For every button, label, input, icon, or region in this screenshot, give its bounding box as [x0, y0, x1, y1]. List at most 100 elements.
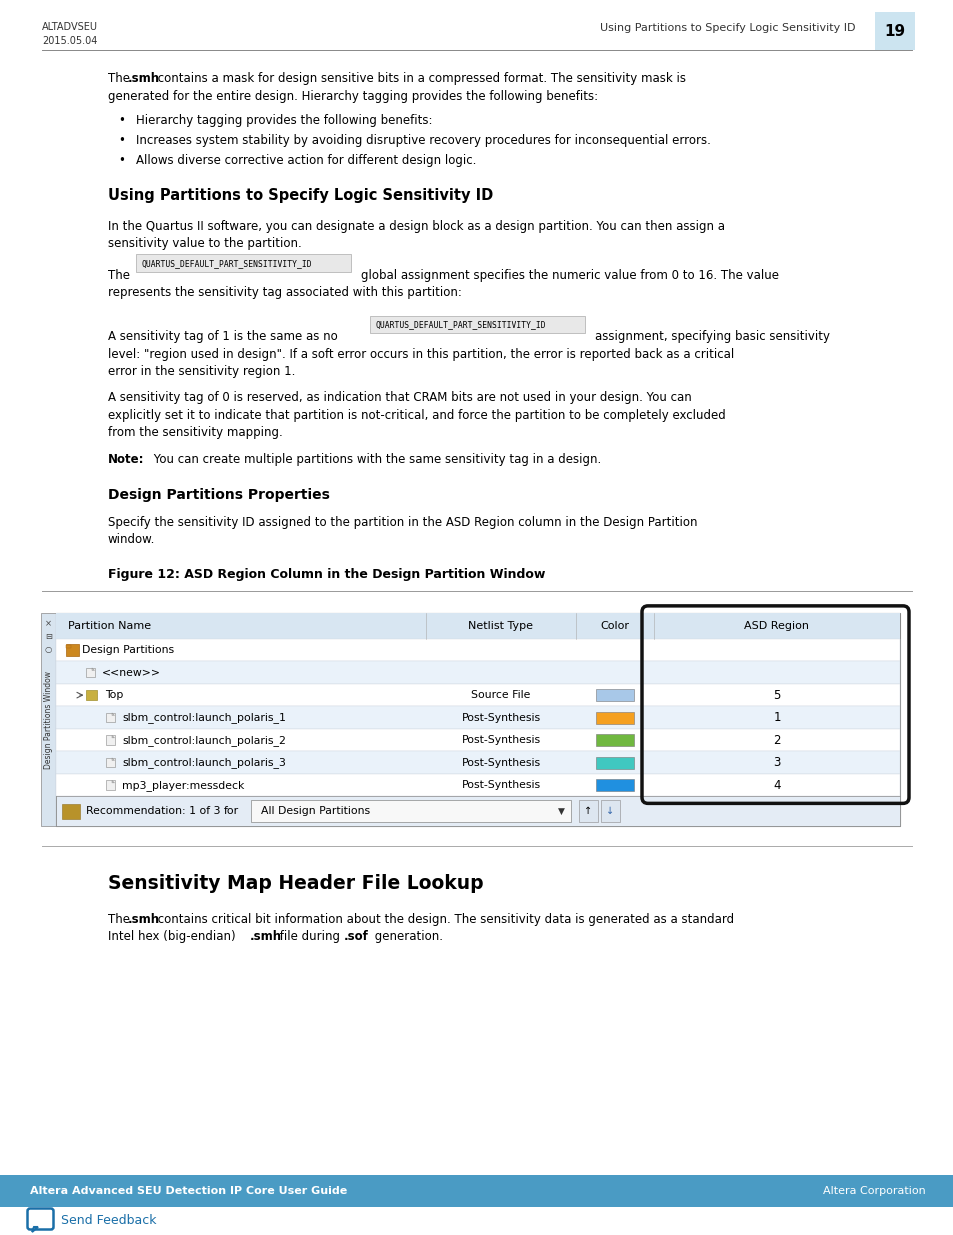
Text: QUARTUS_DEFAULT_PART_SENSITIVITY_ID: QUARTUS_DEFAULT_PART_SENSITIVITY_ID [375, 320, 545, 329]
Text: Post-Synthesis: Post-Synthesis [461, 781, 540, 790]
Bar [56, 613, 899, 638]
Text: mp3_player:messdeck: mp3_player:messdeck [122, 779, 244, 790]
Text: All Design Partitions: All Design Partitions [261, 806, 370, 816]
Bar [136, 254, 351, 272]
Bar [56, 729, 899, 751]
Text: Netlist Type: Netlist Type [468, 621, 533, 631]
Text: Recommendation: 1 of 3: Recommendation: 1 of 3 [86, 806, 220, 816]
Bar [251, 800, 571, 823]
Text: ▼: ▼ [557, 806, 564, 816]
Bar [86, 668, 94, 677]
Text: .smh: .smh [250, 930, 282, 944]
Text: Altera Advanced SEU Detection IP Core User Guide: Altera Advanced SEU Detection IP Core Us… [30, 1186, 347, 1195]
Text: Increases system stability by avoiding disruptive recovery procedures for incons: Increases system stability by avoiding d… [136, 135, 710, 147]
Bar [596, 734, 634, 746]
Text: Partition Name: Partition Name [68, 621, 151, 631]
Text: You can create multiple partitions with the same sensitivity tag in a design.: You can create multiple partitions with … [150, 452, 600, 466]
Bar [56, 638, 899, 662]
Bar [56, 797, 899, 826]
Bar [596, 689, 634, 701]
Text: ○: ○ [45, 645, 51, 653]
Text: The: The [108, 913, 133, 926]
Bar [106, 758, 114, 767]
Bar [56, 774, 899, 797]
Text: ↑: ↑ [584, 806, 592, 816]
Text: ↓: ↓ [606, 806, 614, 816]
Bar [62, 804, 80, 819]
Text: •: • [118, 114, 125, 127]
Text: Design Partitions Window: Design Partitions Window [44, 671, 52, 768]
Bar [0, 1174, 953, 1207]
Text: explicitly set it to indicate that partition is not-critical, and force the part: explicitly set it to indicate that parti… [108, 409, 725, 422]
Bar [596, 711, 634, 724]
Text: Intel hex (big-endian): Intel hex (big-endian) [108, 930, 239, 944]
Text: Post-Synthesis: Post-Synthesis [461, 757, 540, 768]
Bar [106, 781, 114, 790]
Text: Send Feedback: Send Feedback [61, 1214, 156, 1226]
Text: Source File: Source File [471, 690, 530, 700]
Text: Color: Color [599, 621, 629, 631]
Text: Using Partitions to Specify Logic Sensitivity ID: Using Partitions to Specify Logic Sensit… [598, 23, 854, 33]
Bar [600, 800, 619, 823]
Bar [56, 706, 899, 729]
Text: from the sensitivity mapping.: from the sensitivity mapping. [108, 426, 282, 440]
Text: window.: window. [108, 534, 155, 546]
Bar [56, 613, 899, 826]
Text: sensitivity value to the partition.: sensitivity value to the partition. [108, 237, 301, 251]
Polygon shape [112, 713, 114, 715]
Text: A sensitivity tag of 0 is reserved, as indication that CRAM bits are not used in: A sensitivity tag of 0 is reserved, as i… [108, 391, 691, 404]
Text: ALTADVSEU: ALTADVSEU [42, 22, 98, 32]
Polygon shape [32, 1228, 38, 1233]
Text: Figure 12: ASD Region Column in the Design Partition Window: Figure 12: ASD Region Column in the Desi… [108, 568, 545, 582]
Text: Top: Top [105, 690, 123, 700]
Text: error in the sensitivity region 1.: error in the sensitivity region 1. [108, 366, 295, 378]
Text: level: "region used in design". If a soft error occurs in this partition, the er: level: "region used in design". If a sof… [108, 347, 734, 361]
Text: slbm_control:launch_polaris_1: slbm_control:launch_polaris_1 [122, 713, 286, 722]
Text: Allows diverse corrective action for different design logic.: Allows diverse corrective action for dif… [136, 154, 476, 167]
Bar [56, 684, 899, 706]
Text: file during: file during [275, 930, 343, 944]
Text: Post-Synthesis: Post-Synthesis [461, 713, 540, 722]
Text: represents the sensitivity tag associated with this partition:: represents the sensitivity tag associate… [108, 287, 461, 299]
Bar [56, 662, 899, 684]
Text: Specify the sensitivity ID assigned to the partition in the ASD Region column in: Specify the sensitivity ID assigned to t… [108, 516, 697, 529]
Text: ⊟: ⊟ [45, 632, 51, 641]
Bar [106, 713, 114, 722]
Text: Hierarchy tagging provides the following benefits:: Hierarchy tagging provides the following… [136, 114, 432, 127]
Polygon shape [112, 781, 114, 783]
Text: 4: 4 [773, 778, 780, 792]
Text: Note:: Note: [108, 452, 144, 466]
Text: 3: 3 [773, 756, 780, 769]
Bar [578, 800, 598, 823]
Text: generated for the entire design. Hierarchy tagging provides the following benefi: generated for the entire design. Hierarc… [108, 89, 598, 103]
Bar [370, 316, 584, 333]
Text: .smh: .smh [128, 913, 159, 926]
Bar [40, 613, 56, 826]
Text: ×: × [45, 619, 51, 627]
Text: The: The [108, 72, 133, 85]
Text: slbm_control:launch_polaris_3: slbm_control:launch_polaris_3 [122, 757, 286, 768]
Bar [874, 12, 914, 49]
Text: generation.: generation. [371, 930, 442, 944]
FancyBboxPatch shape [86, 690, 97, 700]
Text: Altera Corporation: Altera Corporation [822, 1186, 925, 1195]
Text: <<new>>: <<new>> [102, 668, 161, 678]
Text: .smh: .smh [128, 72, 159, 85]
Text: contains a mask for design sensitive bits in a compressed format. The sensitivit: contains a mask for design sensitive bit… [153, 72, 685, 85]
Text: global assignment specifies the numeric value from 0 to 16. The value: global assignment specifies the numeric … [360, 269, 779, 282]
Bar [56, 751, 899, 774]
Text: In the Quartus II software, you can designate a design block as a design partiti: In the Quartus II software, you can desi… [108, 220, 724, 233]
Text: QUARTUS_DEFAULT_PART_SENSITIVITY_ID: QUARTUS_DEFAULT_PART_SENSITIVITY_ID [141, 258, 312, 268]
Text: •: • [118, 154, 125, 167]
Polygon shape [91, 668, 94, 671]
Text: Design Partitions: Design Partitions [82, 645, 174, 655]
Text: A sensitivity tag of 1 is the same as no: A sensitivity tag of 1 is the same as no [108, 330, 337, 343]
Text: 19: 19 [883, 23, 904, 38]
Text: 1: 1 [773, 711, 780, 724]
FancyBboxPatch shape [66, 645, 78, 656]
Text: assignment, specifying basic sensitivity: assignment, specifying basic sensitivity [595, 330, 829, 343]
Text: Design Partitions Properties: Design Partitions Properties [108, 488, 330, 501]
Text: The: The [108, 269, 130, 282]
Bar [596, 757, 634, 768]
Text: for: for [224, 806, 239, 816]
